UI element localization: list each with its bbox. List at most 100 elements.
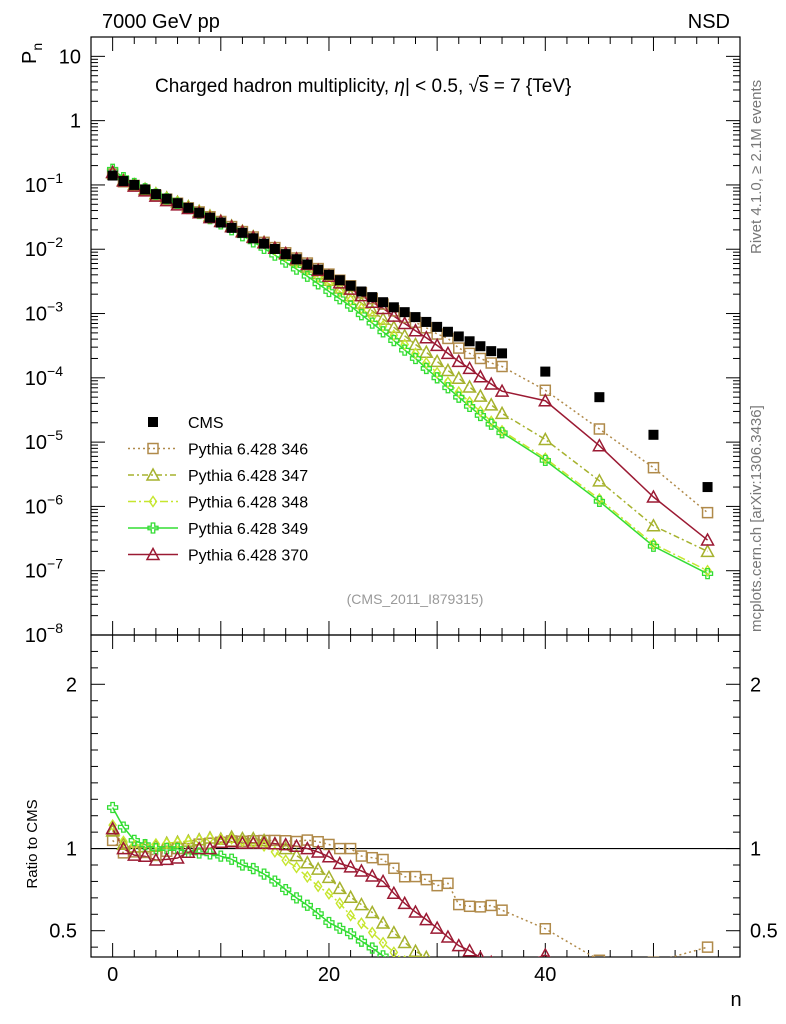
ratio-1-point bbox=[431, 879, 443, 892]
ratio-5-point bbox=[647, 989, 659, 1000]
series-1-point bbox=[647, 461, 660, 474]
ratio-1-point bbox=[182, 842, 195, 855]
ratio-1-point bbox=[496, 904, 508, 916]
main-plot-area: 10 1 10−1 10−2 10−3 10−4 10−5 10−6 10−7 10−8 bbox=[25, 36, 741, 647]
ratio-4-point bbox=[465, 992, 475, 1002]
ratio-3-point bbox=[238, 835, 247, 848]
ratio-3-point bbox=[477, 992, 484, 1002]
series-2-point bbox=[451, 370, 467, 384]
ratio-3-point bbox=[423, 970, 430, 980]
ratio-1-point bbox=[279, 834, 292, 847]
ratio-4-point bbox=[258, 868, 270, 880]
series-4-point bbox=[474, 409, 487, 422]
series-4-point bbox=[409, 352, 422, 365]
ratio-3-point bbox=[488, 995, 495, 1005]
ratio-3-point bbox=[302, 870, 312, 884]
series-2-point bbox=[364, 303, 380, 317]
series-2-point bbox=[483, 397, 499, 411]
ratio-3-point bbox=[455, 985, 462, 995]
y-tick-label: 10−4 bbox=[25, 363, 63, 390]
series-2-point bbox=[646, 518, 661, 532]
cms-data-point bbox=[345, 280, 356, 291]
ratio-5-point bbox=[191, 841, 207, 855]
cms-data-point bbox=[378, 297, 389, 308]
legend-label: CMS bbox=[188, 415, 224, 432]
ratio-1-point bbox=[593, 954, 606, 957]
series-5-point bbox=[646, 489, 661, 503]
series-4-point bbox=[442, 382, 454, 394]
ratio-4-point bbox=[269, 875, 281, 887]
series-4-point bbox=[312, 278, 324, 290]
ratio-4-point bbox=[411, 971, 421, 981]
series-4-point bbox=[280, 256, 292, 268]
series-5-point bbox=[700, 532, 715, 546]
ratio-1-point bbox=[269, 834, 281, 847]
ratio-5-point bbox=[429, 920, 445, 934]
series-2-point bbox=[462, 379, 477, 393]
ratio-4-point bbox=[334, 922, 346, 934]
y-axis-label: Pn bbox=[19, 43, 45, 64]
cms-data-point bbox=[140, 184, 151, 195]
series-3-point bbox=[378, 319, 388, 333]
ratio-3-point bbox=[650, 1005, 657, 1015]
series-2-point bbox=[700, 543, 715, 558]
series-1-point bbox=[701, 506, 714, 519]
series-3-point bbox=[465, 395, 474, 409]
cms-data-point bbox=[497, 348, 508, 359]
ratio-2-point bbox=[116, 836, 131, 851]
ratio-4-point bbox=[389, 958, 399, 968]
ratio-4-point bbox=[421, 977, 431, 987]
ratio-5-point bbox=[170, 850, 185, 864]
ratio-plot-area: 0 20 40 0.5 0.5 1 1 2 2 bbox=[49, 634, 778, 1015]
ratio-1-point bbox=[453, 898, 465, 911]
cms-data-point bbox=[183, 202, 194, 213]
series-2-point bbox=[429, 353, 445, 368]
cms-data-point bbox=[150, 189, 161, 200]
ratio-1-point bbox=[442, 877, 454, 890]
series-2-point bbox=[440, 362, 456, 377]
ratio-y-tick-label: 0.5 bbox=[49, 921, 77, 943]
series-5-point bbox=[538, 393, 553, 407]
cms-data-point bbox=[367, 292, 378, 303]
ratio-5-point bbox=[127, 847, 142, 861]
ratio-3-point bbox=[108, 818, 117, 832]
ratio-5-point bbox=[332, 855, 348, 870]
ratio-5-point bbox=[462, 943, 477, 957]
cms-data-point bbox=[442, 326, 453, 337]
ratio-4-point bbox=[344, 928, 357, 940]
ratio-3-point bbox=[151, 837, 161, 851]
ratio-1-point bbox=[290, 835, 303, 848]
cms-data-point bbox=[475, 341, 486, 352]
ratio-2-point bbox=[343, 889, 358, 903]
ratio-5-point bbox=[137, 848, 153, 863]
ratio-5-point bbox=[105, 821, 120, 835]
series-5-point bbox=[429, 337, 445, 352]
ratio-4-point bbox=[594, 1004, 604, 1014]
ratio-5-point bbox=[256, 835, 272, 849]
ratio-2-point bbox=[278, 841, 293, 855]
ratio-2-point bbox=[442, 966, 454, 977]
ratio-3-point bbox=[403, 955, 407, 957]
cms-data-point bbox=[259, 238, 270, 249]
ratio-3-point bbox=[270, 845, 280, 859]
ratio-4-point bbox=[247, 862, 259, 875]
ratio-4-point bbox=[443, 986, 453, 996]
ratio-2-point bbox=[375, 915, 391, 929]
series-5-point bbox=[440, 345, 456, 360]
series-3-point bbox=[389, 328, 399, 342]
series-4-point bbox=[323, 285, 335, 298]
ratio-2-point bbox=[354, 897, 369, 911]
cms-data-point bbox=[410, 312, 421, 323]
ratio-4-point bbox=[225, 853, 238, 865]
series-1-point bbox=[485, 357, 497, 369]
ratio-5-point bbox=[593, 978, 605, 989]
x-tick-label: 40 bbox=[534, 964, 556, 986]
cms-data-point bbox=[215, 217, 226, 228]
cms-data-point bbox=[118, 176, 129, 187]
ratio-4-point bbox=[454, 989, 464, 999]
ratio-5-point bbox=[354, 863, 369, 877]
x-axis-label: n bbox=[730, 989, 741, 1011]
cms-data-point bbox=[302, 259, 313, 270]
series-3-point bbox=[346, 294, 355, 307]
ratio-4-point bbox=[139, 839, 151, 851]
